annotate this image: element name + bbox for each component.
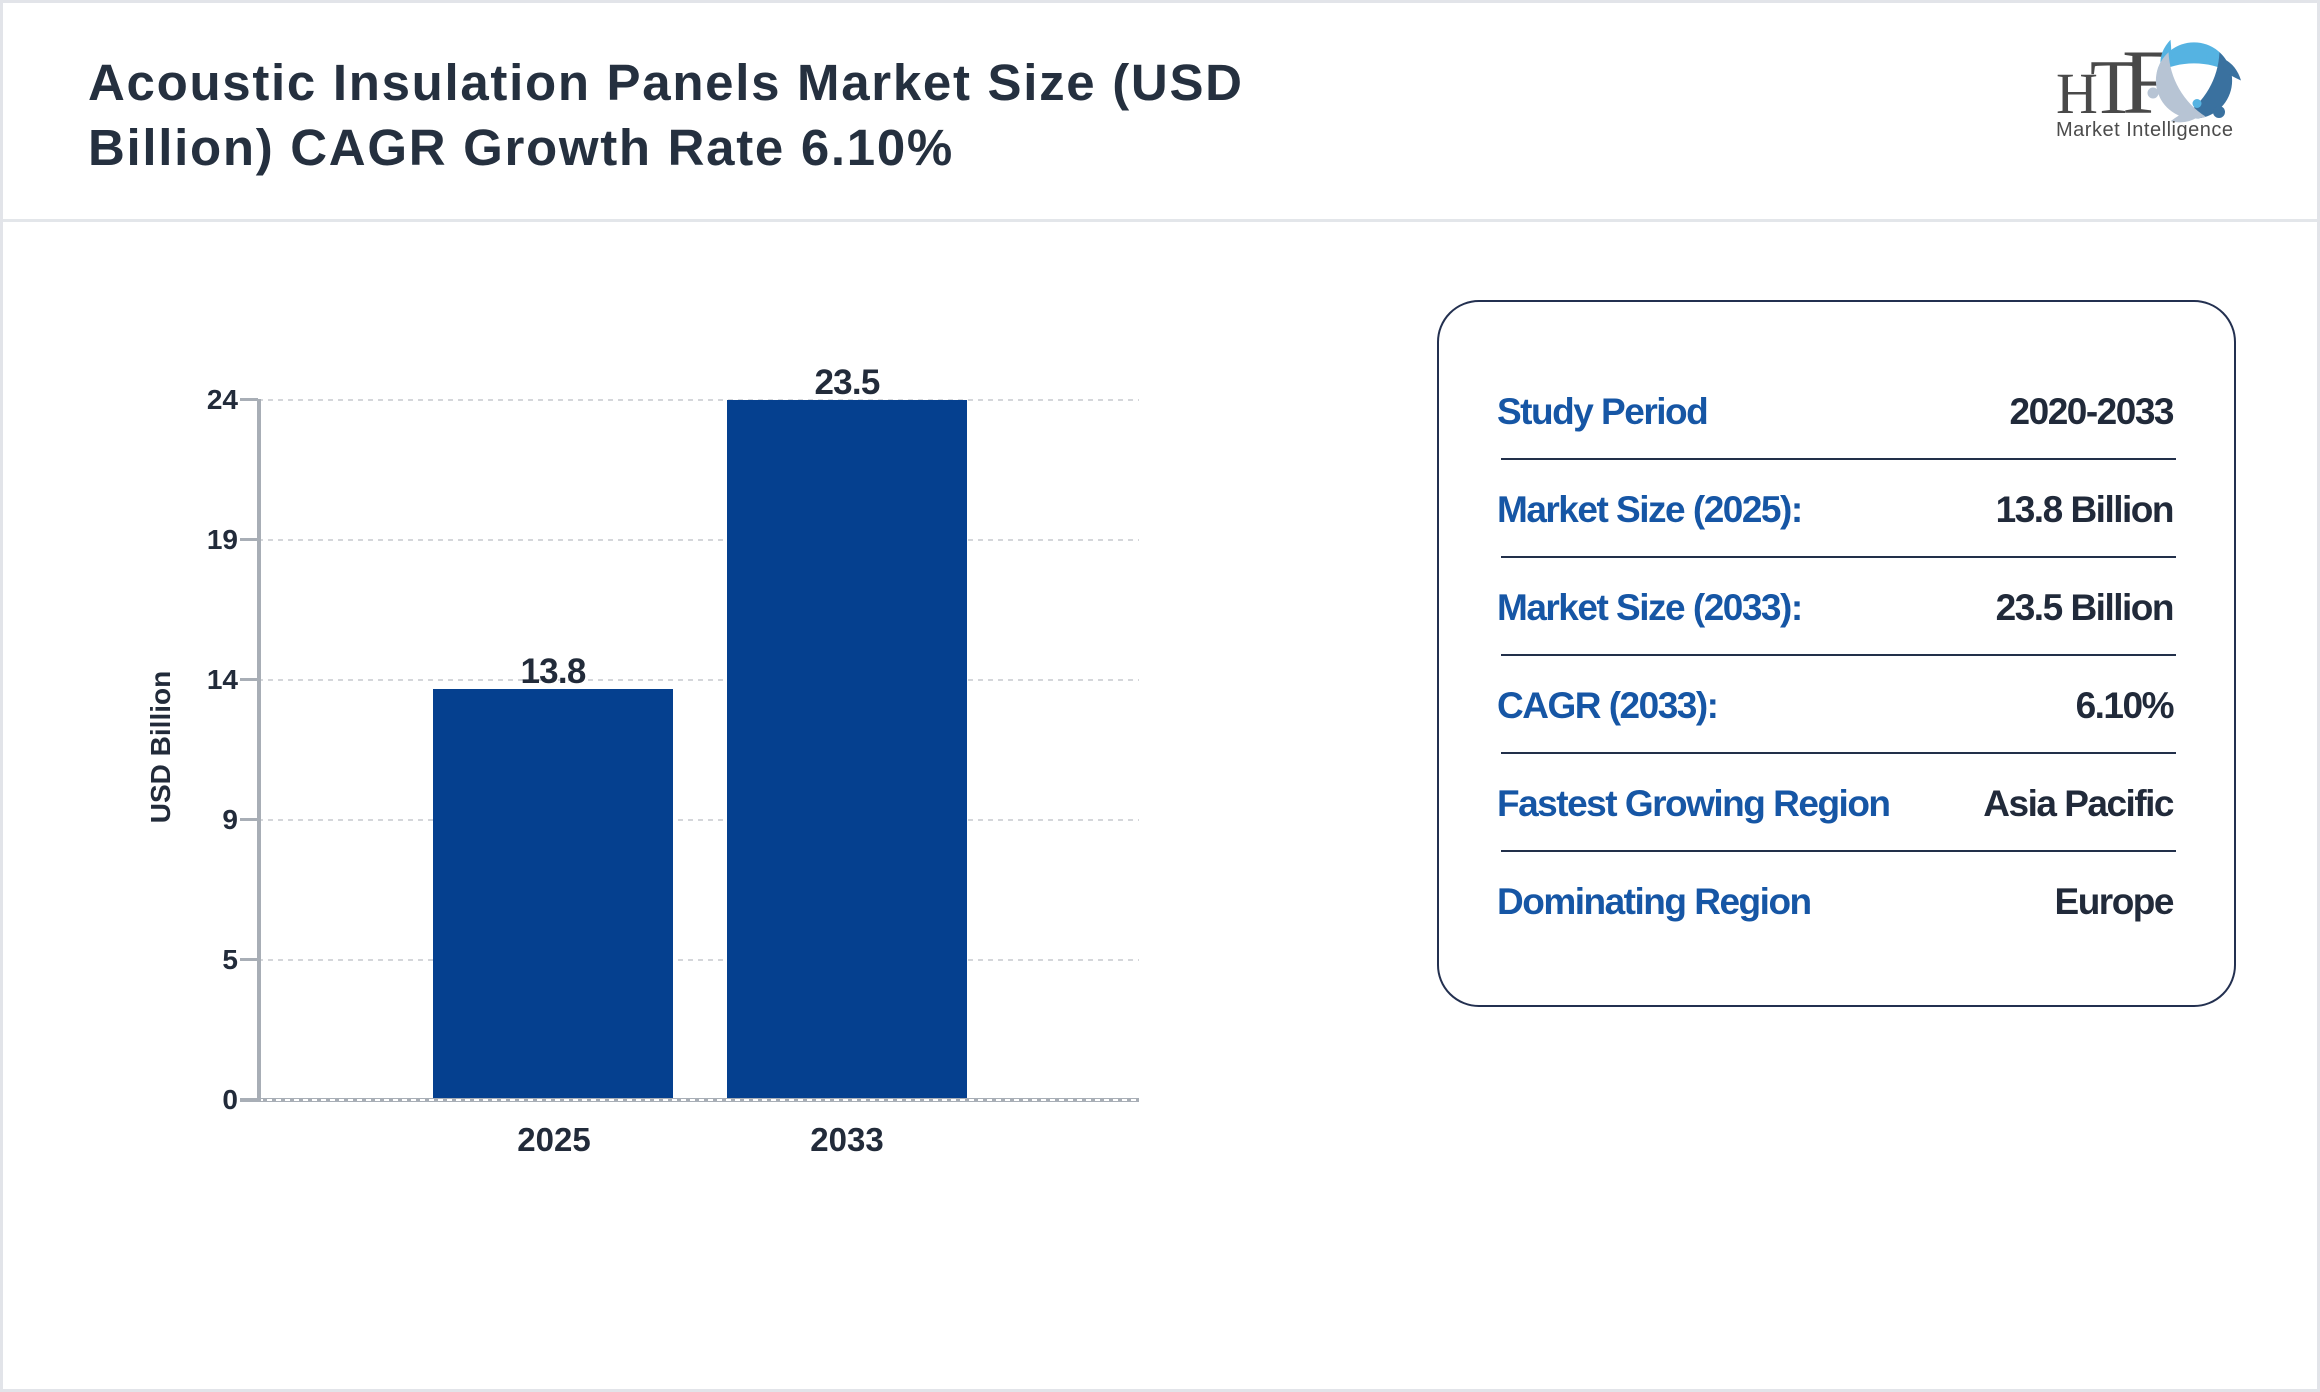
svg-text:Market Intelligence: Market Intelligence [2056, 119, 2233, 141]
svg-text:H: H [2056, 61, 2098, 126]
svg-text:T: T [2090, 44, 2137, 130]
